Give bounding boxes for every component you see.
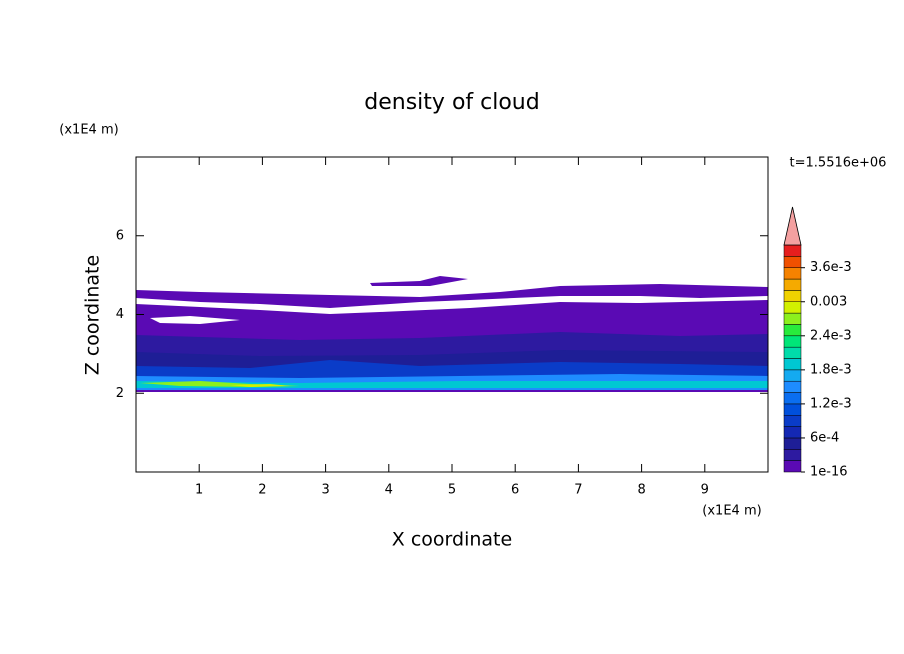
colorbar-tick-label: 3.6e-3 — [810, 260, 852, 275]
colorbar-segment — [783, 369, 802, 382]
colorbar-segment — [783, 426, 802, 439]
y-tick-label: 4 — [116, 307, 124, 322]
y-tick-label: 2 — [116, 386, 124, 401]
colorbar-segment — [783, 415, 802, 427]
colorbar-segment — [783, 301, 802, 314]
colorbar-segment — [783, 437, 802, 450]
x-tick-label: 7 — [574, 483, 582, 498]
cloud-gap — [150, 316, 240, 324]
colorbar-segment — [783, 312, 802, 325]
x-tick-label: 5 — [448, 483, 456, 498]
colorbar-segment — [783, 392, 802, 405]
colorbar-segment — [783, 449, 802, 461]
chart-title: density of cloud — [364, 90, 539, 115]
x-unit: (x1E4 m) — [702, 504, 761, 519]
colorbar-over — [783, 206, 802, 246]
colorbar-segment — [783, 256, 802, 268]
colorbar-segment — [783, 278, 802, 291]
colorbar-tick-label: 1.2e-3 — [810, 396, 852, 411]
x-tick-label: 6 — [511, 483, 519, 498]
colorbar-tick-label: 1.8e-3 — [810, 362, 852, 377]
colorbar-segment — [783, 335, 802, 348]
x-tick-label: 3 — [321, 483, 329, 498]
time-label: t=1.5516e+06 — [790, 156, 887, 171]
x-tick-label: 2 — [258, 483, 266, 498]
y-tick-label: 6 — [116, 228, 124, 243]
colorbar-tick-label: 2.4e-3 — [810, 328, 852, 343]
colorbar-tick-label: 6e-4 — [810, 430, 839, 445]
x-axis-label: X coordinate — [392, 529, 512, 551]
colorbar-segment — [783, 346, 802, 359]
colorbar-segment — [783, 403, 802, 416]
colorbar-tick-label: 1e-16 — [810, 465, 848, 480]
y-unit: (x1E4 m) — [59, 123, 118, 138]
cloud-band — [136, 381, 768, 388]
x-tick-label: 8 — [637, 483, 645, 498]
colorbar-segment — [783, 460, 802, 473]
cloud-gap — [136, 296, 768, 314]
x-tick-label: 4 — [385, 483, 393, 498]
cloud-band — [136, 390, 768, 392]
cloud-top — [370, 276, 468, 286]
colorbar-segment — [783, 380, 802, 393]
x-tick-label: 1 — [195, 483, 203, 498]
colorbar-segment — [783, 324, 802, 337]
x-tick-label: 9 — [701, 483, 709, 498]
y-axis-label: Z coordinate — [82, 255, 104, 375]
colorbar-segment — [783, 358, 802, 371]
colorbar-segment — [783, 290, 802, 302]
cloud-band — [230, 384, 290, 387]
colorbar-tick-label: 0.003 — [810, 294, 847, 309]
colorbar-segment — [783, 244, 802, 257]
colorbar-segment — [783, 267, 802, 280]
contour-field — [136, 276, 768, 392]
